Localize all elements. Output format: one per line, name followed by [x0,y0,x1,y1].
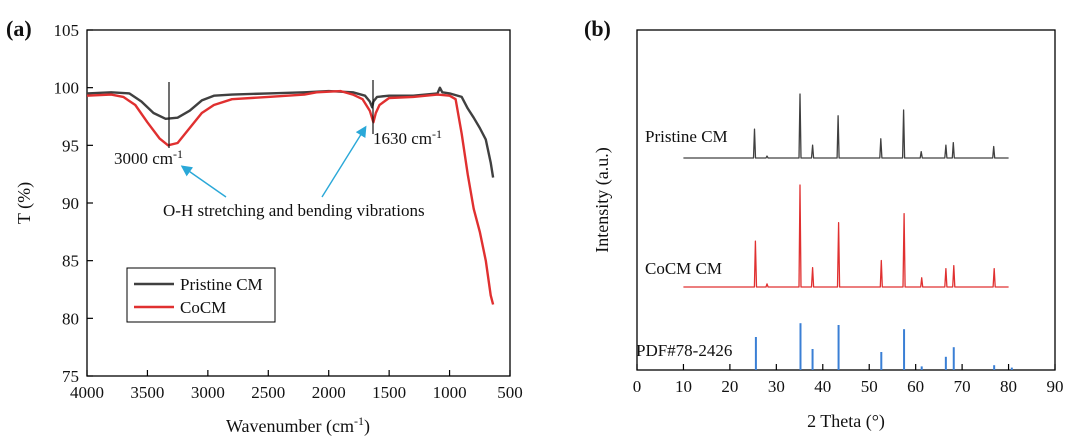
panel-a-y-tick-label: 105 [54,21,80,40]
legend-box [126,267,276,323]
panel-b-x-tick-label: 30 [768,377,785,396]
annotation-1630: 1630 cm-1 [373,127,442,148]
panel-b-x-axis-title: 2 Theta (°) [807,411,885,432]
panel-a-y-tick-label: 80 [62,309,79,328]
panel-a-x-axis-title-sup: -1 [354,414,364,428]
panel-b: (b) 0 10 20 30 40 50 60 70 80 90 Intensity (a.u.)… [584,16,1064,432]
panel-a-series [86,86,495,305]
panel-b-plot-frame [636,29,1056,371]
panel-b-x-tick-label: 50 [861,377,878,396]
panel-a-x-tick-label: 2000 [312,383,346,402]
annotation-3000-sup: -1 [173,147,183,161]
panel-a-x-tick-label: 3500 [130,383,164,402]
panel-b-label: (b) [584,16,611,41]
legend-label-cocm: CoCM [180,298,226,317]
panel-a-x-tick-label: 1500 [372,383,406,402]
xrd-pattern-pristine-cm [683,93,1009,159]
annotation-1630-sup: -1 [432,127,442,141]
panel-b-x-tick-label: 80 [1000,377,1017,396]
series-label-pristine: Pristine CM [645,127,728,146]
legend-label-pristine: Pristine CM [180,275,263,294]
panel-a-y-tick-label: 90 [62,194,79,213]
panel-a-y-tick-label: 100 [54,79,80,98]
annotation-3000-main: 3000 cm [114,149,173,168]
series-line-cocm [86,89,495,305]
arrow-to-3000 [180,165,227,198]
annotation-1630-main: 1630 cm [373,129,432,148]
series-label-pdf: PDF#78-2426 [636,341,732,360]
panel-b-x-tick-label: 90 [1047,377,1064,396]
panel-b-x-tick-label: 70 [954,377,971,396]
panel-a-x-ticks: 4000 3500 3000 2500 2000 1500 1000 500 [70,370,523,402]
panel-a-x-tick-label: 3000 [191,383,225,402]
arrow-to-1630 [321,125,367,198]
panel-a: (a) 4000 3500 3000 2500 2000 1500 1000 500 75 80… [6,16,523,437]
series-label-cocm: CoCM CM [645,259,722,278]
panel-b-x-tick-label: 20 [721,377,738,396]
panel-a-legend: Pristine CM CoCM [126,267,276,323]
panel-a-x-tick-label: 1000 [433,383,467,402]
panel-a-x-tick-label: 4000 [70,383,104,402]
panel-a-y-ticks: 75 80 85 90 95 100 105 [54,21,93,386]
panel-b-y-axis-title: Intensity (a.u.) [592,147,613,252]
panel-b-x-tick-label: 60 [907,377,924,396]
panel-a-label: (a) [6,16,32,41]
panel-b-x-tick-label: 10 [675,377,692,396]
panel-b-x-ticks: 0 10 20 30 40 50 60 70 80 90 [633,364,1064,396]
series-line-pristine-cm [86,86,495,178]
panel-a-y-tick-label: 95 [62,136,79,155]
panel-b-x-tick-label: 40 [814,377,831,396]
panel-a-x-tick-label: 500 [497,383,523,402]
annotation-oh-vibrations: O-H stretching and bending vibrations [163,201,425,220]
panel-b-series [683,93,1013,370]
panel-b-x-tick-label: 0 [633,377,642,396]
panel-a-y-tick-label: 85 [62,252,79,271]
xrd-pattern-cocm-cm [683,184,1009,288]
panel-a-x-axis-title-suffix: ) [364,416,370,437]
panel-a-y-axis-title: T (%) [14,182,35,224]
panel-a-x-axis-title: Wavenumber (cm-1) [226,414,370,437]
panel-a-x-tick-label: 2500 [251,383,285,402]
panel-a-y-tick-label: 75 [62,367,79,386]
annotation-3000: 3000 cm-1 [114,147,183,168]
panel-a-x-axis-title-main: Wavenumber (cm [226,416,354,437]
